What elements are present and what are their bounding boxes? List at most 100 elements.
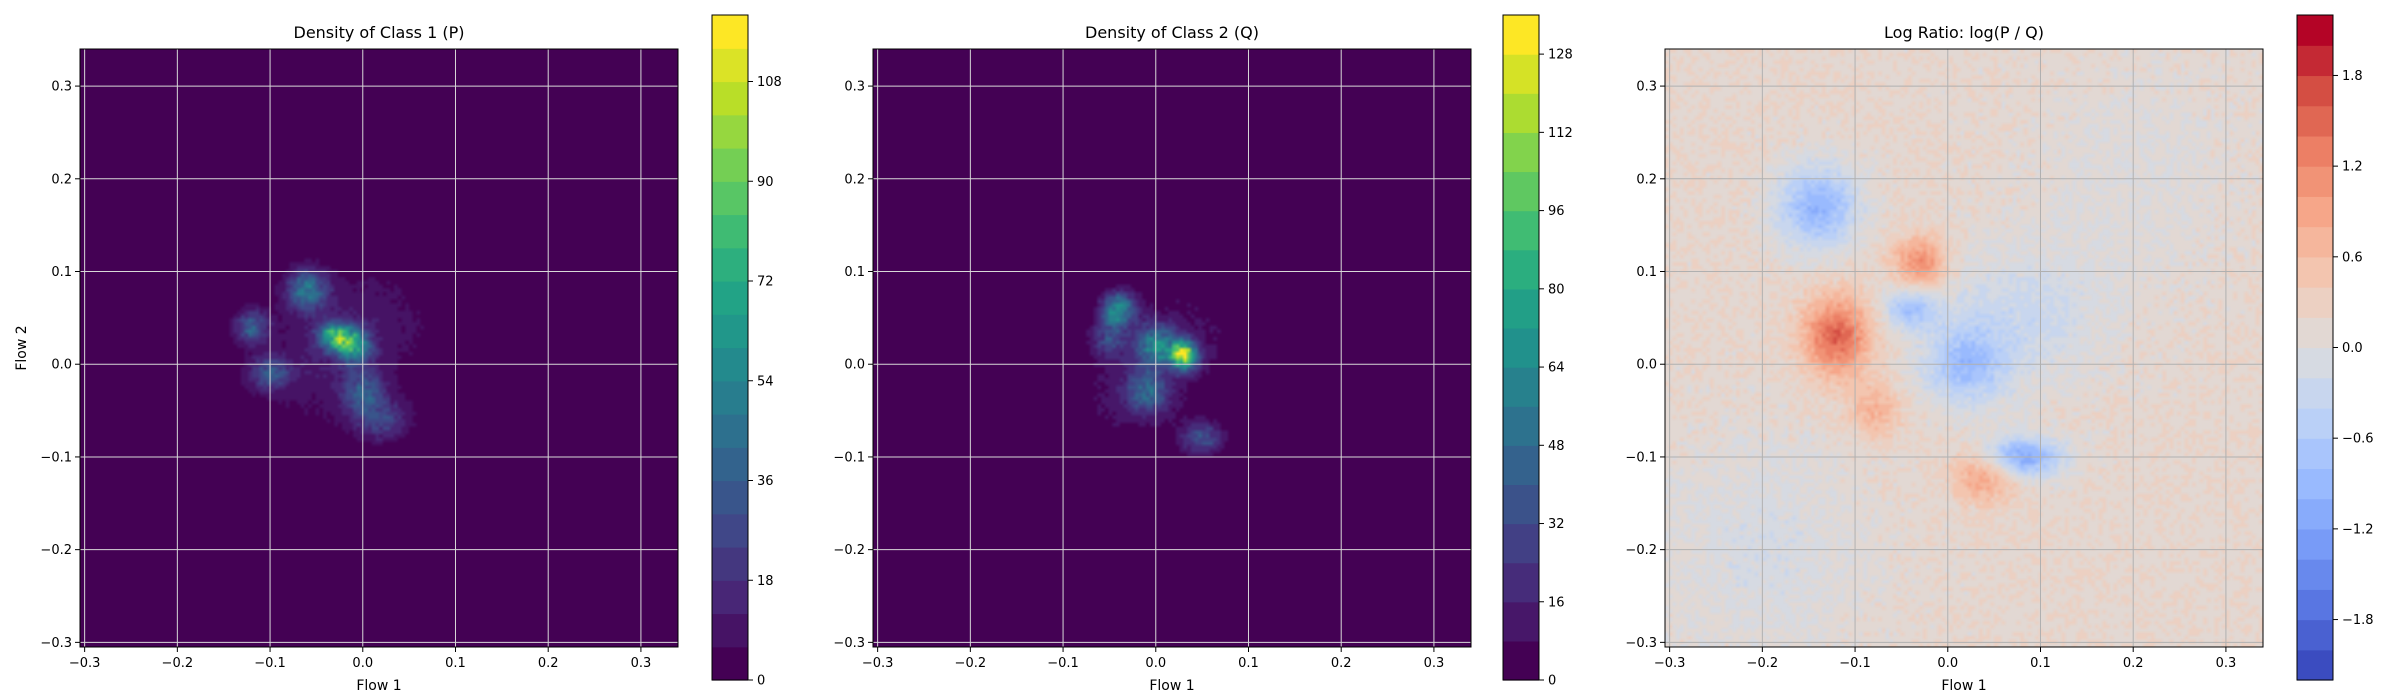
y-tick-label: 0.3	[844, 80, 865, 95]
colorbar-tick-label: 0.6	[2342, 250, 2363, 265]
x-tick-label: −0.1	[254, 656, 286, 671]
x-tick-label: 0.0	[1937, 656, 1958, 671]
colorbar-band	[2297, 166, 2333, 197]
colorbar-band	[2297, 468, 2333, 500]
colorbar-band	[1503, 249, 1539, 290]
panel3-heatmap-image	[1665, 49, 2263, 647]
colorbar-frame	[711, 14, 749, 681]
colorbar-tick-label: 128	[1548, 48, 1573, 63]
panel2-x-ticks: −0.3 −0.2 −0.1 0.0 0.1 0.2 0.3	[862, 647, 1444, 671]
colorbar-tick-label: 1.8	[2342, 69, 2363, 84]
colorbar-tick-label: 0.0	[2342, 341, 2363, 356]
y-tick-label: 0.3	[1636, 80, 1657, 95]
x-tick-label: −0.2	[1747, 656, 1779, 671]
colorbar-band	[712, 646, 748, 681]
x-tick-label: 0.2	[2123, 656, 2144, 671]
panel2-xlabel: Flow 1	[1149, 678, 1194, 694]
x-tick-label: 0.0	[352, 656, 373, 671]
colorbar-band	[712, 447, 748, 482]
x-tick-label: −0.3	[1654, 656, 1686, 671]
colorbar-tick-label: −1.8	[2342, 613, 2374, 628]
x-tick-label: 0.3	[2216, 656, 2237, 671]
colorbar-band	[2297, 15, 2333, 46]
panel-class1: Density of Class 1 (P) −0.3 −0.2 −0.1 0.0 0.…	[14, 14, 782, 694]
panel2-heatmap-image	[873, 49, 1471, 647]
x-tick-label: 0.3	[631, 656, 652, 671]
y-tick-label: −0.3	[833, 636, 865, 651]
colorbar-band	[1503, 54, 1539, 94]
y-tick-label: −0.2	[833, 543, 865, 558]
colorbar-band	[712, 347, 748, 382]
colorbar-band	[1503, 484, 1539, 525]
colorbar-band	[1503, 93, 1539, 133]
y-tick-label: 0.0	[51, 358, 72, 373]
x-tick-label: 0.2	[1331, 656, 1352, 671]
y-tick-label: −0.3	[1625, 636, 1657, 651]
colorbar-band	[2297, 75, 2333, 107]
y-tick-label: −0.1	[1625, 450, 1657, 465]
colorbar-band	[2297, 45, 2333, 77]
panel3-y-ticks: −0.3 −0.2 −0.1 0.0 0.1 0.2 0.3	[1625, 80, 1665, 651]
colorbar-band	[712, 580, 748, 615]
panel1-colorbar: 0 18 36 54 72 90 108	[711, 14, 782, 689]
colorbar-band	[2297, 256, 2333, 288]
y-tick-label: −0.1	[833, 450, 865, 465]
panel2-title: Density of Class 2 (Q)	[1085, 23, 1259, 42]
colorbar-band	[1503, 15, 1539, 55]
colorbar-tick-label: 18	[757, 574, 774, 589]
panel-log-ratio: Log Ratio: log(P / Q) −0.3 −0.2 −0.1 0.0 0.1…	[1625, 14, 2374, 694]
colorbar-band	[712, 547, 748, 581]
colorbar-tick-label: 90	[757, 175, 774, 190]
colorbar-tick-label: 64	[1548, 361, 1565, 376]
x-tick-label: 0.0	[1145, 656, 1166, 671]
colorbar-band	[712, 81, 748, 116]
x-tick-label: 0.2	[538, 656, 559, 671]
colorbar-band	[712, 380, 748, 415]
panel2-y-ticks: −0.3 −0.2 −0.1 0.0 0.1 0.2 0.3	[833, 80, 873, 651]
x-tick-label: −0.1	[1839, 656, 1871, 671]
colorbar-tick-label: 54	[757, 374, 774, 389]
colorbar-band	[2297, 105, 2333, 137]
panel1-title: Density of Class 1 (P)	[294, 23, 465, 42]
colorbar-tick-label: 0	[757, 674, 765, 689]
colorbar-band	[1503, 523, 1539, 564]
colorbar-tick-label: −0.6	[2342, 432, 2374, 447]
panel2-grid	[873, 49, 1471, 647]
colorbar-band	[2297, 559, 2333, 590]
y-tick-label: −0.1	[40, 450, 72, 465]
colorbar-band	[2297, 287, 2333, 318]
colorbar-band	[1503, 601, 1539, 642]
colorbar-band	[712, 114, 748, 149]
colorbar-tick-label: 112	[1548, 126, 1573, 141]
colorbar-band	[1503, 288, 1539, 329]
colorbar-tick-label: 16	[1548, 595, 1565, 610]
x-tick-label: −0.2	[162, 656, 194, 671]
panel1-plot-area	[80, 49, 678, 647]
colorbar-band	[712, 414, 748, 448]
colorbar-band	[712, 480, 748, 515]
y-tick-label: −0.2	[40, 543, 72, 558]
y-tick-label: 0.2	[1636, 172, 1657, 187]
colorbar-band	[1503, 327, 1539, 368]
y-tick-label: 0.1	[51, 265, 72, 280]
y-tick-label: 0.1	[1636, 265, 1657, 280]
colorbar-tick-label: 48	[1548, 439, 1565, 454]
colorbar-band	[712, 181, 748, 216]
x-tick-label: −0.1	[1047, 656, 1079, 671]
panel1-axes-frame	[79, 48, 679, 648]
x-tick-label: 0.1	[445, 656, 466, 671]
panel3-axes-frame	[1664, 48, 2264, 648]
panel3-xlabel: Flow 1	[1941, 678, 1986, 694]
y-tick-label: 0.0	[1636, 358, 1657, 373]
panel2-colorbar: 0 16 32 48 64 80 96 112 128	[1502, 14, 1573, 689]
panel1-heatmap-image	[80, 49, 678, 647]
colorbar-band	[2297, 317, 2333, 349]
panel3-plot-area	[1665, 49, 2263, 647]
colorbar-band	[1503, 171, 1539, 212]
colorbar-band	[712, 15, 748, 49]
colorbar-band	[2297, 589, 2333, 621]
y-tick-label: −0.2	[1625, 543, 1657, 558]
panel-class2: Density of Class 2 (Q) −0.3 −0.2 −0.1 0.0 0.…	[833, 14, 1573, 694]
y-tick-label: 0.3	[51, 80, 72, 95]
